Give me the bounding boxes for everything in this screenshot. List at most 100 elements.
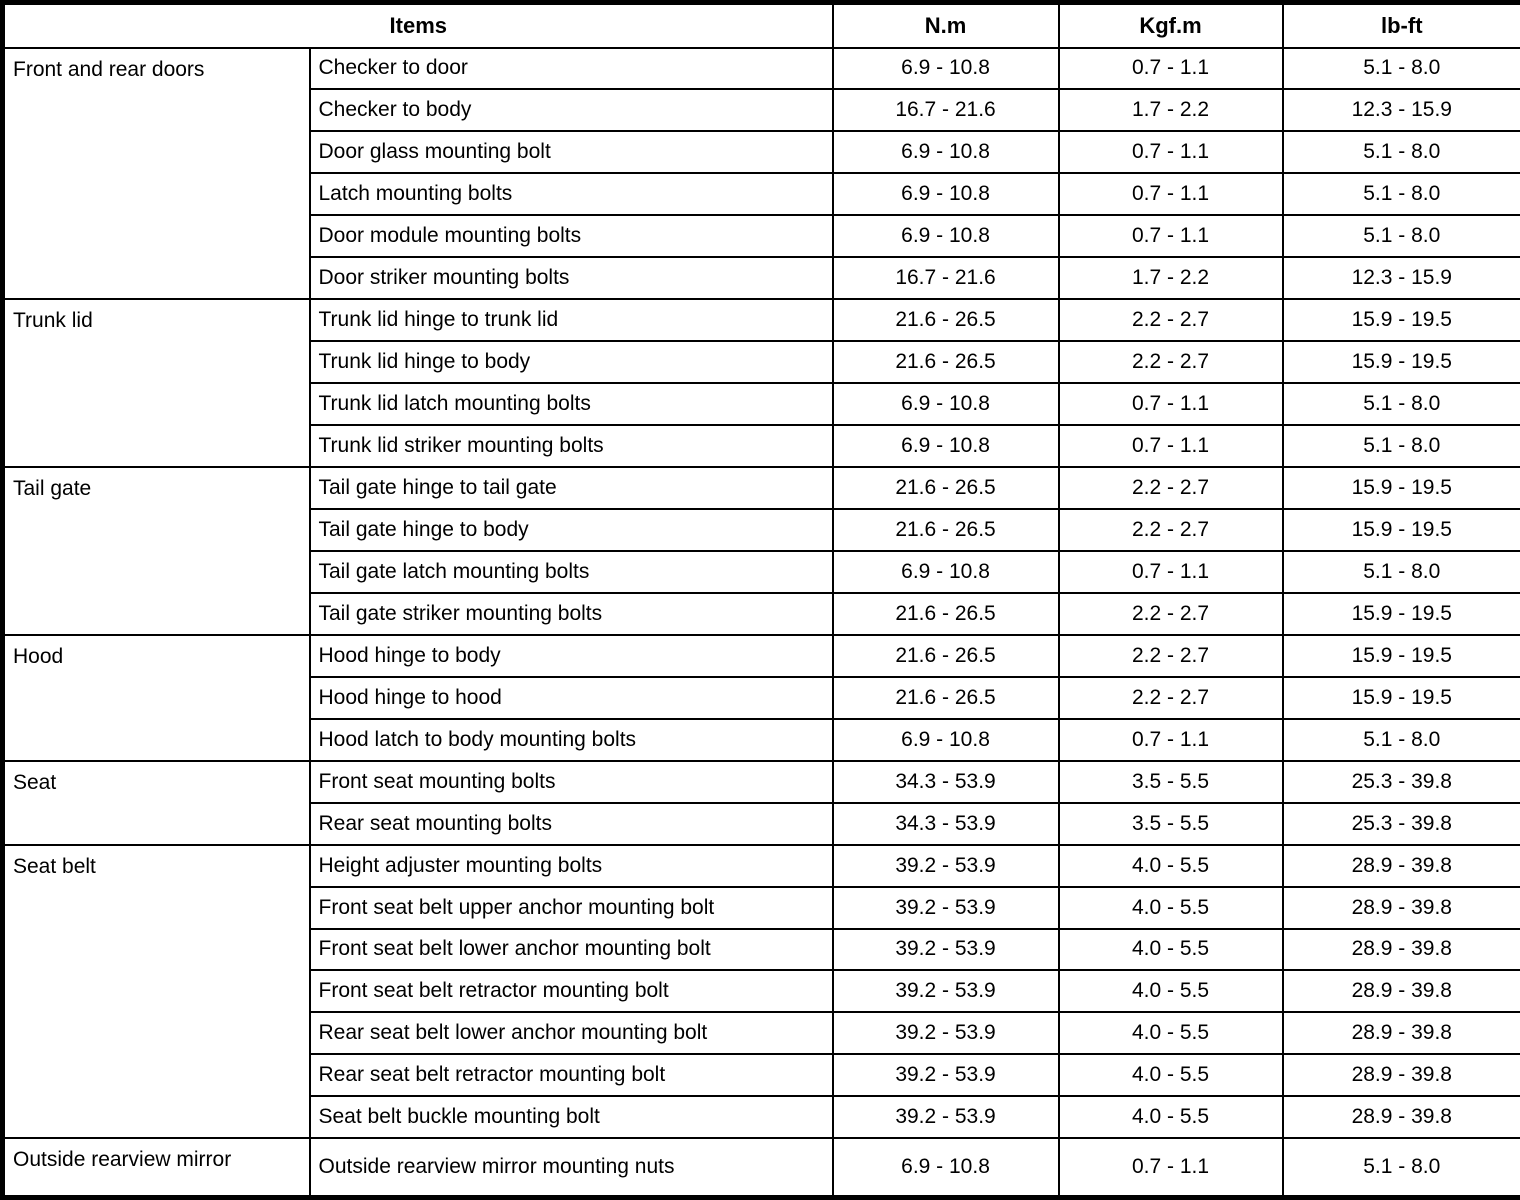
group-cell: Seat belt: [1, 843, 311, 1140]
value-lbft-cell: 15.9 - 19.5: [1281, 466, 1520, 510]
value-lbft-cell: 15.9 - 19.5: [1281, 591, 1520, 636]
table-row: Checker to body 16.7 - 21.6 1.7 - 2.2 12.3 …: [3, 88, 1520, 133]
value-kgfm-cell: 2.2 - 2.7: [1057, 340, 1284, 385]
item-cell: Outside rearview mirror mounting nuts: [308, 1137, 834, 1199]
value-kgfm-cell: 0.7 - 1.1: [1057, 46, 1284, 91]
value-nm-cell: 6.9 - 10.8: [831, 717, 1060, 762]
value-lbft-cell: 25.3 - 39.8: [1281, 759, 1520, 804]
value-lbft-cell: 5.1 - 8.0: [1281, 549, 1520, 594]
table-row: Trunk lid hinge to body 21.6 - 26.5 2.2 - …: [3, 340, 1520, 385]
value-nm-cell: 39.2 - 53.9: [831, 969, 1060, 1014]
table-body: Front and rear doors Checker to door 6.9 -…: [1, 46, 1520, 1199]
table-row: Hood Hood hinge to body 21.6 - 26.5 2.2 - 2…: [1, 633, 1520, 762]
value-nm-cell: 6.9 - 10.8: [831, 130, 1060, 175]
item-cell: Trunk lid striker mounting bolts: [308, 424, 834, 469]
item-cell: Hood latch to body mounting bolts: [308, 717, 834, 762]
item-cell: Rear seat mounting bolts: [308, 801, 834, 846]
item-cell: Latch mounting bolts: [308, 172, 834, 217]
value-kgfm-cell: 2.2 - 2.7: [1057, 507, 1284, 552]
value-nm-cell: 6.9 - 10.8: [831, 382, 1060, 427]
value-nm-cell: 6.9 - 10.8: [831, 46, 1060, 91]
header-items: Items: [1, 1, 834, 49]
table-row: Hood hinge to hood 21.6 - 26.5 2.2 - 2.7 15…: [3, 675, 1520, 720]
item-cell: Rear seat belt retractor mounting bolt: [308, 1053, 834, 1098]
value-kgfm-cell: 4.0 - 5.5: [1057, 885, 1284, 930]
table-row: Seat belt buckle mounting bolt 39.2 - 53.…: [3, 1095, 1520, 1140]
group-cell: Trunk lid: [1, 298, 311, 469]
header-row: Items N.m Kgf.m lb-ft: [1, 1, 1520, 49]
item-cell: Front seat mounting bolts: [308, 759, 834, 804]
table-row: Trunk lid latch mounting bolts 6.9 - 10.8…: [3, 382, 1520, 427]
table-row: Trunk lid Trunk lid hinge to trunk lid 21.…: [1, 298, 1520, 469]
table-row: Seat belt Height adjuster mounting bolts 3…: [1, 843, 1520, 1140]
group-cell: Outside rearview mirror: [1, 1137, 311, 1199]
value-lbft-cell: 15.9 - 19.5: [1281, 298, 1520, 343]
table-row: Front and rear doors Checker to door 6.9 -…: [1, 46, 1520, 301]
value-nm-cell: 21.6 - 26.5: [831, 507, 1060, 552]
value-kgfm-cell: 2.2 - 2.7: [1057, 591, 1284, 636]
item-cell: Front seat belt upper anchor mounting bo…: [308, 885, 834, 930]
table-row: Rear seat mounting bolts 34.3 - 53.9 3.5 -…: [3, 801, 1520, 846]
table-row: Front seat belt lower anchor mounting bo…: [3, 927, 1520, 972]
value-nm-cell: 16.7 - 21.6: [831, 88, 1060, 133]
value-nm-cell: 21.6 - 26.5: [831, 466, 1060, 510]
value-kgfm-cell: 3.5 - 5.5: [1057, 801, 1284, 846]
value-lbft-cell: 12.3 - 15.9: [1281, 256, 1520, 301]
group-cell: Hood: [1, 633, 311, 762]
value-lbft-cell: 28.9 - 39.8: [1281, 1011, 1520, 1056]
value-kgfm-cell: 0.7 - 1.1: [1057, 717, 1284, 762]
value-kgfm-cell: 0.7 - 1.1: [1057, 382, 1284, 427]
group-cell: Seat: [1, 759, 311, 846]
value-kgfm-cell: 4.0 - 5.5: [1057, 1095, 1284, 1140]
value-kgfm-cell: 0.7 - 1.1: [1057, 424, 1284, 469]
table-row: Front seat belt retractor mounting bolt 3…: [3, 969, 1520, 1014]
value-lbft-cell: 5.1 - 8.0: [1281, 424, 1520, 469]
table-row: Trunk lid striker mounting bolts 6.9 - 10…: [3, 424, 1520, 469]
value-kgfm-cell: 0.7 - 1.1: [1057, 549, 1284, 594]
value-lbft-cell: 28.9 - 39.8: [1281, 885, 1520, 930]
item-cell: Tail gate latch mounting bolts: [308, 549, 834, 594]
value-kgfm-cell: 0.7 - 1.1: [1057, 172, 1284, 217]
table-row: Door glass mounting bolt 6.9 - 10.8 0.7 - …: [3, 130, 1520, 175]
value-lbft-cell: 5.1 - 8.0: [1281, 382, 1520, 427]
item-cell: Trunk lid hinge to body: [308, 340, 834, 385]
table-row: Tail gate striker mounting bolts 21.6 - 2…: [3, 591, 1520, 636]
value-nm-cell: 6.9 - 10.8: [831, 172, 1060, 217]
item-cell: Tail gate hinge to tail gate: [308, 466, 834, 510]
value-nm-cell: 39.2 - 53.9: [831, 1053, 1060, 1098]
value-nm-cell: 39.2 - 53.9: [831, 1095, 1060, 1140]
header-lbft: lb-ft: [1281, 1, 1520, 49]
value-nm-cell: 34.3 - 53.9: [831, 801, 1060, 846]
table-row: Tail gate Tail gate hinge to tail gate 21.…: [1, 466, 1520, 636]
header-kgfm: Kgf.m: [1057, 1, 1284, 49]
item-cell: Trunk lid latch mounting bolts: [308, 382, 834, 427]
value-kgfm-cell: 0.7 - 1.1: [1057, 130, 1284, 175]
value-kgfm-cell: 1.7 - 2.2: [1057, 88, 1284, 133]
value-nm-cell: 16.7 - 21.6: [831, 256, 1060, 301]
value-nm-cell: 21.6 - 26.5: [831, 633, 1060, 678]
table-row: Tail gate hinge to body 21.6 - 26.5 2.2 - …: [3, 507, 1520, 552]
item-cell: Seat belt buckle mounting bolt: [308, 1095, 834, 1140]
item-cell: Front seat belt retractor mounting bolt: [308, 969, 834, 1014]
value-lbft-cell: 28.9 - 39.8: [1281, 1095, 1520, 1140]
value-nm-cell: 34.3 - 53.9: [831, 759, 1060, 804]
value-kgfm-cell: 2.2 - 2.7: [1057, 466, 1284, 510]
value-kgfm-cell: 4.0 - 5.5: [1057, 1053, 1284, 1098]
table-row: Front seat belt upper anchor mounting bo…: [3, 885, 1520, 930]
value-lbft-cell: 5.1 - 8.0: [1281, 130, 1520, 175]
item-cell: Hood hinge to body: [308, 633, 834, 678]
value-kgfm-cell: 4.0 - 5.5: [1057, 1011, 1284, 1056]
value-lbft-cell: 28.9 - 39.8: [1281, 927, 1520, 972]
value-kgfm-cell: 4.0 - 5.5: [1057, 843, 1284, 888]
value-lbft-cell: 28.9 - 39.8: [1281, 1053, 1520, 1098]
item-cell: Checker to body: [308, 88, 834, 133]
item-cell: Rear seat belt lower anchor mounting bol…: [308, 1011, 834, 1056]
value-lbft-cell: 15.9 - 19.5: [1281, 675, 1520, 720]
header-nm: N.m: [831, 1, 1060, 49]
table-row: Tail gate latch mounting bolts 6.9 - 10.8…: [3, 549, 1520, 594]
value-kgfm-cell: 1.7 - 2.2: [1057, 256, 1284, 301]
value-nm-cell: 21.6 - 26.5: [831, 298, 1060, 343]
value-nm-cell: 6.9 - 10.8: [831, 1137, 1060, 1199]
item-cell: Hood hinge to hood: [308, 675, 834, 720]
